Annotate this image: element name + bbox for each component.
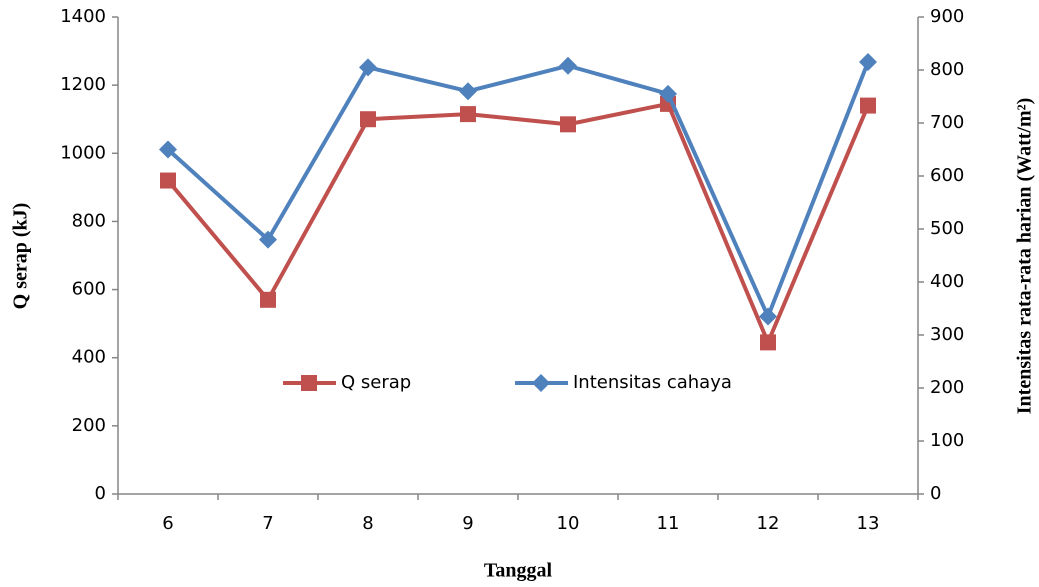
data-point [759, 307, 777, 326]
data-point [460, 106, 476, 123]
y2-tick-label: 500 [930, 218, 964, 239]
x-tick-label: 13 [857, 513, 880, 534]
data-point [659, 84, 677, 103]
series-line [166, 101, 870, 348]
y2-tick-label: 700 [930, 112, 964, 133]
y2-axis-title: Intensitas rata-rata harian (Watt/m²) [1014, 98, 1036, 415]
y-tick-label: 0 [95, 483, 106, 504]
data-point [260, 291, 276, 308]
data-point [760, 334, 776, 351]
x-axis-title: Tanggal [484, 560, 553, 582]
x-tick-label: 11 [657, 513, 680, 534]
y-tick-label: 1000 [60, 142, 106, 163]
y2-tick-label: 600 [930, 165, 964, 186]
y2-tick-label: 900 [930, 6, 964, 27]
data-point [860, 97, 876, 114]
legend-marker [301, 375, 317, 391]
y2-tick-label: 200 [930, 377, 964, 398]
x-tick-label: 7 [262, 513, 273, 534]
data-point [559, 56, 577, 75]
y-axis-title: Q serap (kJ) [10, 203, 32, 310]
y-tick-label: 1200 [60, 74, 106, 95]
y2-tick-label: 300 [930, 324, 964, 345]
y-tick-label: 200 [72, 415, 106, 436]
data-point [259, 230, 277, 249]
data-point [859, 53, 877, 72]
legend-label: Q serap [341, 372, 411, 393]
y-tick-label: 1400 [60, 6, 106, 27]
data-point [360, 111, 376, 128]
data-point [459, 82, 477, 101]
y-tick-label: 400 [72, 347, 106, 368]
data-point [560, 116, 576, 133]
y2-tick-label: 800 [930, 59, 964, 80]
legend-marker [532, 374, 550, 392]
x-tick-label: 6 [162, 513, 173, 534]
x-tick-label: 12 [757, 513, 780, 534]
series-line [166, 61, 870, 322]
data-point [160, 172, 176, 189]
y-tick-label: 800 [72, 210, 106, 231]
data-point [359, 58, 377, 77]
data-point [159, 140, 177, 159]
y-tick-label: 600 [72, 279, 106, 300]
legend-label: Intensitas cahaya [573, 372, 732, 393]
y2-tick-label: 0 [930, 483, 941, 504]
x-tick-label: 9 [462, 513, 473, 534]
y2-tick-label: 100 [930, 430, 964, 451]
y2-tick-label: 400 [930, 271, 964, 292]
x-tick-label: 8 [362, 513, 373, 534]
x-tick-label: 10 [557, 513, 580, 534]
